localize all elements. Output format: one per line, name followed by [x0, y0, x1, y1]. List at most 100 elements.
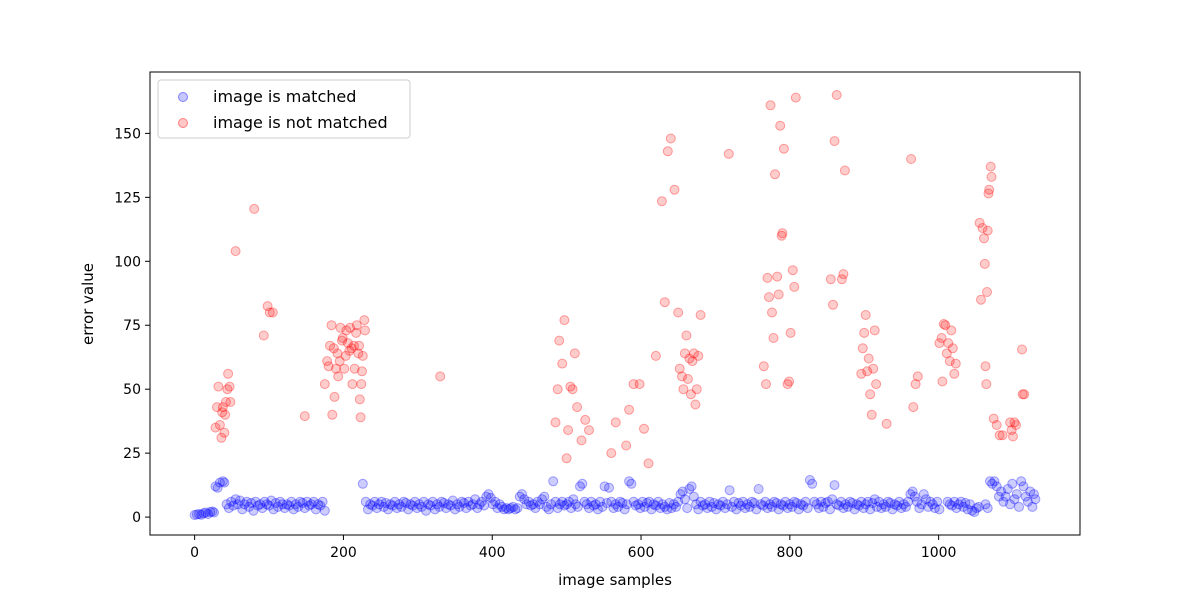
- data-point: [299, 503, 310, 514]
- data-point: [950, 358, 961, 369]
- data-point: [606, 448, 617, 459]
- data-point: [252, 500, 263, 511]
- data-point: [685, 389, 696, 400]
- data-point: [981, 379, 992, 390]
- y-tick-label: 25: [123, 446, 141, 462]
- data-point: [880, 501, 891, 512]
- data-point: [554, 335, 565, 346]
- data-point: [434, 501, 445, 512]
- data-point: [606, 496, 617, 507]
- data-point: [425, 500, 436, 511]
- data-point: [813, 503, 824, 514]
- data-point: [977, 223, 988, 233]
- data-point: [782, 379, 793, 390]
- data-point: [1019, 389, 1030, 400]
- data-point: [949, 496, 960, 507]
- data-point: [673, 496, 684, 507]
- legend: image is matched image is not matched: [157, 79, 411, 139]
- data-point: [910, 379, 921, 390]
- y-tick-label: 125: [114, 190, 141, 206]
- data-point: [380, 498, 391, 508]
- data-point: [831, 499, 842, 510]
- data-point: [639, 423, 649, 434]
- data-point: [923, 501, 934, 512]
- data-point: [216, 432, 227, 443]
- data-point: [1017, 389, 1028, 400]
- data-point: [1018, 481, 1029, 492]
- data-point: [532, 496, 543, 507]
- y-tick-label: 100: [114, 254, 141, 270]
- data-point: [207, 506, 218, 517]
- x-tick-label: 1000: [921, 545, 957, 561]
- data-point: [773, 289, 784, 300]
- data-point: [210, 422, 221, 433]
- data-point: [528, 499, 539, 510]
- data-point: [988, 413, 999, 424]
- data-point: [912, 496, 923, 507]
- data-point: [765, 100, 776, 111]
- data-point: [724, 485, 735, 496]
- data-point: [297, 498, 308, 508]
- data-point: [1020, 491, 1031, 502]
- data-point: [863, 496, 873, 507]
- data-point: [669, 184, 680, 195]
- data-point: [317, 496, 328, 507]
- data-point: [341, 325, 352, 336]
- data-point: [976, 294, 986, 305]
- data-point: [360, 496, 371, 507]
- data-point: [744, 501, 755, 512]
- data-point: [232, 499, 243, 510]
- data-point: [452, 499, 463, 510]
- data-point: [357, 478, 368, 489]
- data-point: [577, 478, 588, 489]
- data-point: [281, 499, 292, 510]
- data-point: [916, 499, 927, 510]
- data-point: [427, 496, 438, 507]
- data-point: [572, 402, 583, 413]
- data-point: [628, 379, 639, 390]
- data-point: [770, 169, 780, 180]
- data-point: [290, 499, 301, 510]
- data-point: [979, 258, 990, 269]
- data-point: [690, 399, 701, 410]
- data-point: [693, 350, 704, 361]
- data-point: [865, 389, 876, 400]
- data-point: [662, 504, 673, 515]
- data-point: [590, 499, 601, 510]
- data-point: [789, 281, 800, 292]
- data-point: [702, 503, 713, 514]
- data-point: [818, 501, 829, 512]
- data-point: [363, 504, 373, 515]
- data-point: [385, 499, 396, 510]
- data-point: [720, 503, 731, 514]
- data-point: [403, 504, 414, 515]
- data-point: [624, 404, 635, 415]
- data-point: [501, 503, 512, 514]
- data-point: [796, 499, 806, 510]
- data-point: [825, 274, 836, 285]
- data-point: [856, 368, 867, 379]
- data-point: [335, 322, 346, 333]
- data-point: [268, 504, 279, 515]
- data-point: [257, 503, 268, 514]
- data-point: [365, 499, 376, 510]
- data-point: [637, 496, 648, 507]
- data-point: [483, 489, 494, 500]
- data-point: [512, 503, 523, 514]
- data-point: [790, 92, 801, 103]
- x-tick-label: 400: [479, 545, 506, 561]
- data-point: [212, 482, 223, 493]
- data-point: [279, 503, 290, 514]
- data-point: [722, 499, 733, 510]
- data-point: [758, 361, 769, 372]
- data-point: [840, 499, 851, 510]
- data-point: [445, 500, 456, 511]
- data-point: [342, 338, 353, 349]
- data-point: [1028, 489, 1039, 500]
- data-point: [802, 503, 813, 514]
- data-point: [762, 503, 773, 514]
- data-point: [1000, 491, 1011, 502]
- data-point: [982, 503, 993, 514]
- data-point: [960, 498, 971, 508]
- data-point: [729, 496, 739, 507]
